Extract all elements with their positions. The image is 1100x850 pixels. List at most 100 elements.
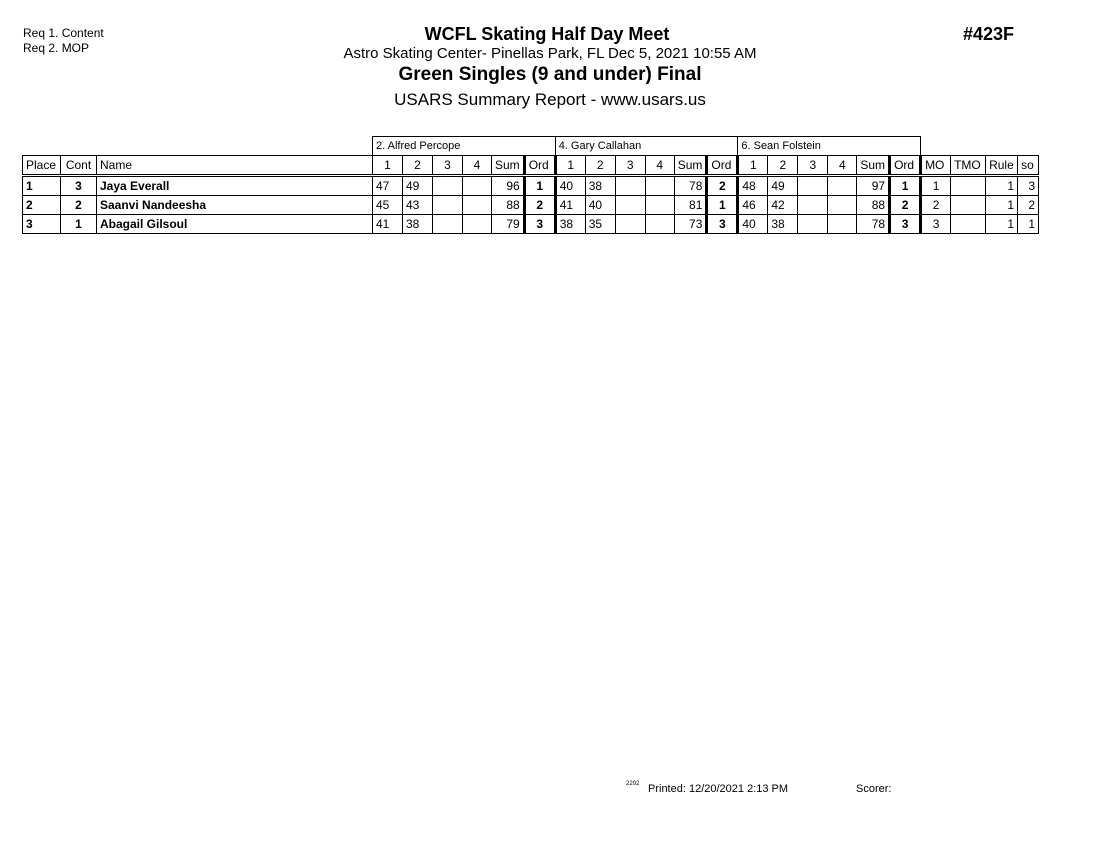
mark: 38 xyxy=(402,214,433,234)
mark xyxy=(644,175,675,196)
mark: 38 xyxy=(584,175,616,196)
col-mark: 2 xyxy=(402,155,433,177)
mo: 2 xyxy=(920,195,952,215)
mark: 43 xyxy=(402,195,433,215)
report-title: USARS Summary Report - www.usars.us xyxy=(394,90,706,109)
mark: 49 xyxy=(767,175,799,196)
sum: 73 xyxy=(673,214,709,234)
mark xyxy=(432,195,463,215)
mark xyxy=(614,214,646,234)
report-code: 2202 xyxy=(626,781,640,787)
mark: 41 xyxy=(554,195,586,215)
mark xyxy=(462,195,492,215)
cont: 3 xyxy=(60,175,97,196)
col-sum: Sum xyxy=(673,155,709,177)
table-row: 1 3 Jaya Everall 47 49 96 1 40 38 78 2 48 49 97 1 1 1 3 xyxy=(22,175,1040,196)
col-mark: 1 xyxy=(737,155,769,177)
ordinal: 2 xyxy=(706,175,740,196)
mark xyxy=(797,195,829,215)
col-mark: 4 xyxy=(462,155,492,177)
rule: 1 xyxy=(985,214,1019,234)
col-ord: Ord xyxy=(706,155,740,177)
place: 3 xyxy=(22,214,61,234)
printed-timestamp: Printed: 12/20/2021 2:13 PM xyxy=(648,783,789,795)
mark: 47 xyxy=(372,175,403,196)
col-mo: MO xyxy=(920,155,952,177)
mark xyxy=(432,175,463,196)
col-ord: Ord xyxy=(523,155,557,177)
mark xyxy=(432,214,463,234)
spacer xyxy=(921,137,1039,156)
mark: 38 xyxy=(767,214,799,234)
mark: 48 xyxy=(737,175,769,196)
col-mark: 1 xyxy=(372,155,403,177)
mark xyxy=(644,195,675,215)
mo: 1 xyxy=(920,175,952,196)
ordinal: 1 xyxy=(889,175,923,196)
col-place: Place xyxy=(22,155,61,177)
col-mark: 2 xyxy=(584,155,616,177)
tmo xyxy=(950,175,987,196)
col-sum: Sum xyxy=(491,155,526,177)
rule: 1 xyxy=(985,175,1019,196)
sum: 78 xyxy=(673,175,709,196)
col-mark: 4 xyxy=(827,155,858,177)
sum: 81 xyxy=(673,195,709,215)
mark xyxy=(827,214,858,234)
col-cont: Cont xyxy=(60,155,97,177)
col-mark: 4 xyxy=(644,155,675,177)
so: 1 xyxy=(1017,214,1040,234)
tmo xyxy=(950,214,987,234)
mark xyxy=(614,175,646,196)
mark: 49 xyxy=(402,175,433,196)
table-row: 2 2 Saanvi Nandeesha 45 43 88 2 41 40 81 1 46 42 88 2 2… xyxy=(22,195,1040,215)
col-tmo: TMO xyxy=(950,155,987,177)
col-name: Name xyxy=(96,155,373,177)
mark: 35 xyxy=(584,214,616,234)
judge-header: 6. Sean Folstein xyxy=(737,136,922,156)
sum: 96 xyxy=(491,175,526,196)
col-mark: 3 xyxy=(797,155,829,177)
mark: 45 xyxy=(372,195,403,215)
sum: 97 xyxy=(856,175,892,196)
col-so: so xyxy=(1017,155,1040,177)
mark: 40 xyxy=(584,195,616,215)
skater-name: Jaya Everall xyxy=(96,175,373,196)
table-row: 3 1 Abagail Gilsoul 41 38 79 3 38 35 73 3 40 38 78 3 3 1… xyxy=(22,214,1040,234)
mark: 40 xyxy=(554,175,586,196)
sum: 78 xyxy=(856,214,892,234)
judge-header: 4. Gary Callahan xyxy=(554,136,739,156)
mo: 3 xyxy=(920,214,952,234)
ordinal: 1 xyxy=(523,175,557,196)
mark: 42 xyxy=(767,195,799,215)
mark xyxy=(644,214,675,234)
so: 2 xyxy=(1017,195,1040,215)
mark xyxy=(827,195,858,215)
col-sum: Sum xyxy=(856,155,892,177)
col-mark: 3 xyxy=(614,155,646,177)
mark: 40 xyxy=(737,214,769,234)
ordinal: 3 xyxy=(889,214,923,234)
col-mark: 1 xyxy=(554,155,586,177)
meet-title: WCFL Skating Half Day Meet xyxy=(424,24,670,44)
requirement-2: Req 2. MOP xyxy=(23,41,90,55)
ordinal: 2 xyxy=(889,195,923,215)
event-id: #423F xyxy=(963,24,1015,44)
tmo xyxy=(950,195,987,215)
place: 1 xyxy=(22,175,61,196)
skater-name: Abagail Gilsoul xyxy=(96,214,373,234)
requirement-1: Req 1. Content xyxy=(23,26,104,40)
mark xyxy=(827,175,858,196)
skater-name: Saanvi Nandeesha xyxy=(96,195,373,215)
mark: 38 xyxy=(554,214,586,234)
rule: 1 xyxy=(985,195,1019,215)
mark xyxy=(462,214,492,234)
col-rule: Rule xyxy=(985,155,1019,177)
cont: 2 xyxy=(60,195,97,215)
ordinal: 3 xyxy=(523,214,557,234)
mark xyxy=(797,214,829,234)
results-table: 2. Alfred Percope 4. Gary Callahan 6. Sean… xyxy=(22,136,1040,234)
col-ord: Ord xyxy=(889,155,923,177)
ordinal: 1 xyxy=(706,195,740,215)
judge-header: 2. Alfred Percope xyxy=(372,136,556,156)
